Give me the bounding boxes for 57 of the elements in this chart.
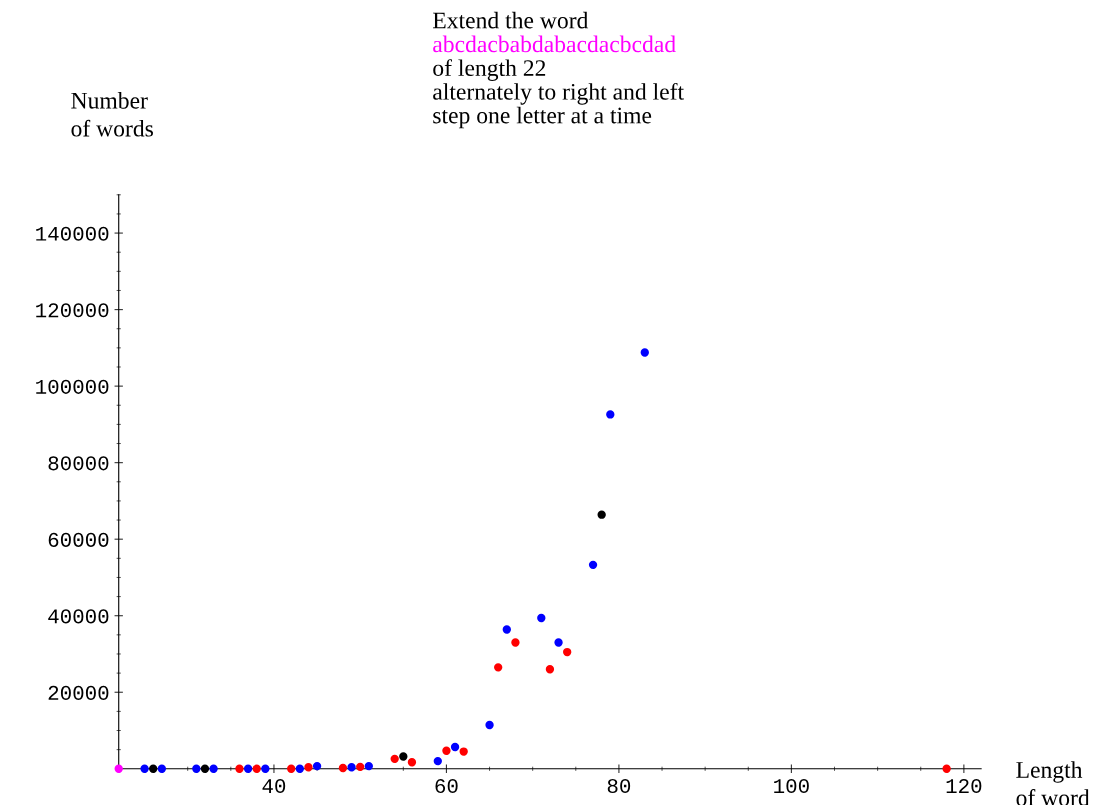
point <box>442 746 451 755</box>
point <box>347 763 356 772</box>
chart-subtitle: abcdacbabdabacdacbcdad <box>433 35 676 53</box>
point <box>597 510 606 519</box>
y-tick-label: 80000 <box>48 456 109 471</box>
point <box>433 756 442 766</box>
x-axis-title: Length of word <box>1016 761 1090 805</box>
x-tick-label: 40 <box>262 778 286 794</box>
y-tick-label: 140000 <box>36 226 109 241</box>
y-tick-label: 40000 <box>48 609 109 624</box>
point <box>356 762 365 772</box>
point <box>494 663 503 672</box>
point <box>235 764 244 773</box>
point <box>545 665 555 674</box>
point <box>399 752 408 761</box>
point <box>511 638 520 647</box>
point <box>563 647 572 657</box>
point <box>640 348 649 357</box>
x-tick-label: 60 <box>435 778 458 794</box>
point <box>390 754 399 763</box>
text: step one letter at a time <box>433 106 652 129</box>
point <box>157 764 167 773</box>
point <box>200 764 210 773</box>
point <box>149 764 158 773</box>
y-tick-label: 20000 <box>48 685 109 700</box>
point <box>209 764 218 773</box>
point <box>140 764 149 773</box>
point <box>407 758 417 767</box>
y-tick-label: 120000 <box>36 303 109 318</box>
point <box>312 761 322 771</box>
point <box>304 763 313 772</box>
x-tick-label: 80 <box>607 778 631 794</box>
point <box>261 764 270 773</box>
point <box>295 764 304 773</box>
point <box>588 560 598 569</box>
text: alternately to right and left <box>433 82 684 105</box>
x-tick-label: 120 <box>946 778 982 794</box>
x-tick-label: 100 <box>774 778 809 794</box>
point <box>502 625 511 634</box>
point <box>252 764 261 773</box>
point <box>364 761 373 771</box>
chart-title: Extend the word <box>433 11 589 29</box>
point <box>942 764 951 773</box>
y-axis-title: Number of words <box>71 92 153 137</box>
point <box>114 764 123 773</box>
point <box>606 410 615 419</box>
point <box>192 764 201 773</box>
y-tick-label: 100000 <box>36 379 109 394</box>
point <box>485 720 494 730</box>
point <box>450 742 460 752</box>
point <box>243 764 253 773</box>
point <box>537 613 546 623</box>
point <box>287 764 296 773</box>
y-tick-label: 60000 <box>48 532 109 547</box>
point <box>459 747 468 756</box>
text: of length 22 <box>433 59 546 81</box>
point <box>338 763 348 773</box>
